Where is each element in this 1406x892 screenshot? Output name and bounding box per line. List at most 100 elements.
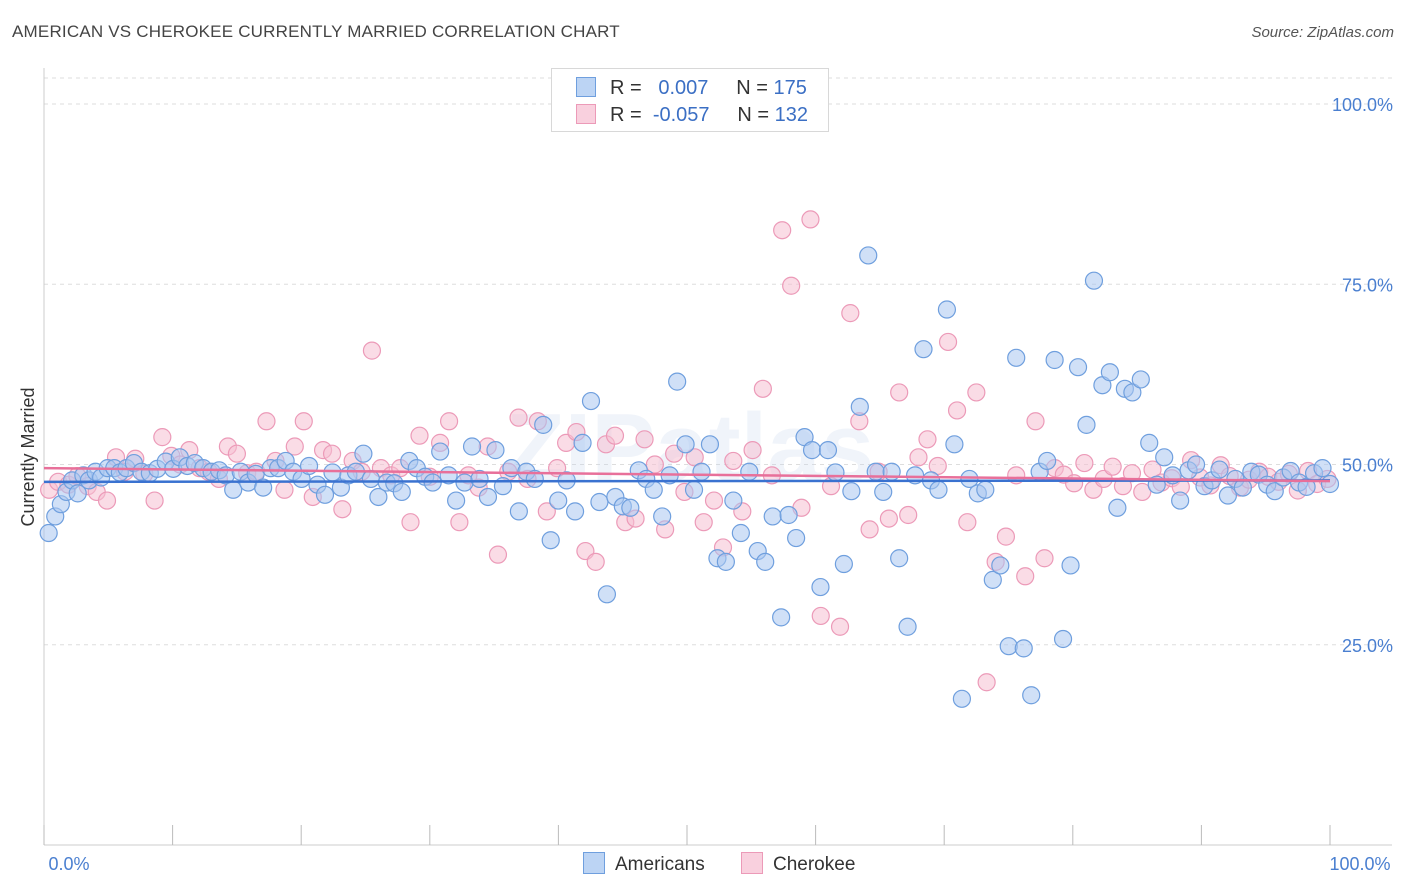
- americans-point: [1218, 486, 1238, 505]
- cherokee-point: [801, 210, 820, 229]
- bottom-legend-cherokee: Cherokee: [741, 852, 855, 876]
- x-tick-label: 0.0%: [48, 854, 89, 874]
- americans-point: [1014, 639, 1033, 658]
- americans-point: [1084, 271, 1104, 290]
- cherokee-point: [401, 513, 420, 532]
- cherokee-point: [153, 428, 172, 447]
- americans-point: [315, 485, 335, 504]
- americans-point: [787, 528, 806, 548]
- americans-legend-swatch: [583, 852, 605, 874]
- americans-point: [565, 502, 585, 521]
- americans-point: [581, 391, 601, 411]
- cherokee-point: [257, 412, 276, 431]
- cherokee-point: [488, 545, 508, 564]
- americans-point: [1320, 474, 1340, 494]
- americans-point: [361, 469, 380, 489]
- americans-point: [929, 480, 948, 499]
- cherokee-legend-swatch: [741, 852, 763, 874]
- americans-point: [323, 463, 342, 482]
- cherokee-point: [860, 520, 879, 539]
- cherokee-point: [938, 332, 958, 352]
- americans-point: [826, 463, 845, 482]
- americans-point: [676, 435, 695, 454]
- americans-point: [478, 487, 498, 507]
- cherokee-point: [294, 412, 313, 431]
- americans-point: [874, 482, 893, 502]
- y-tick-label: 75.0%: [1342, 275, 1393, 295]
- americans-point: [621, 498, 640, 517]
- americans-point: [1297, 477, 1316, 496]
- americans-point: [983, 570, 1002, 589]
- cherokee-point: [811, 606, 830, 626]
- americans-point: [976, 480, 995, 499]
- legend-n-value: 175: [773, 77, 807, 99]
- cherokee-point: [145, 491, 164, 510]
- americans-point: [1171, 491, 1190, 510]
- americans-point: [1061, 556, 1080, 575]
- americans-point: [541, 531, 560, 550]
- americans-point: [1155, 448, 1174, 467]
- source-label: Source: ZipAtlas.com: [1251, 24, 1394, 41]
- cherokee-point: [1103, 457, 1122, 476]
- americans-point: [692, 462, 711, 481]
- chart-title: AMERICAN VS CHEROKEE CURRENTLY MARRIED C…: [12, 22, 620, 41]
- legend-n-value: 132: [774, 104, 808, 126]
- americans-point: [763, 507, 782, 526]
- cherokee-point: [704, 491, 724, 510]
- cherokee-point: [322, 444, 342, 463]
- cherokee-point: [743, 441, 762, 460]
- cherokee-point: [909, 448, 928, 467]
- cherokee-point: [947, 401, 967, 420]
- americans-point: [392, 482, 411, 502]
- americans-point: [1265, 482, 1284, 501]
- cherokee-point: [537, 502, 556, 521]
- legend-n-label: N =: [736, 77, 768, 99]
- americans-point: [1068, 358, 1088, 377]
- cherokee-point: [782, 276, 801, 295]
- americans-point: [447, 491, 466, 510]
- americans-point: [890, 549, 909, 568]
- americans-point: [684, 480, 704, 499]
- americans-swatch: [576, 77, 596, 97]
- americans-point: [914, 340, 933, 359]
- cherokee-point: [586, 552, 605, 571]
- cherokee-point: [362, 341, 382, 360]
- cherokee-point: [645, 455, 664, 474]
- cherokee-point: [918, 430, 937, 449]
- cherokee-point: [227, 444, 246, 463]
- cherokee-point: [890, 383, 909, 402]
- y-tick-label: 50.0%: [1342, 456, 1393, 476]
- legend-n-label: N =: [737, 104, 770, 126]
- americans-point: [525, 469, 544, 489]
- cherokee-point: [753, 379, 772, 398]
- cherokee-point: [635, 430, 654, 449]
- americans-point: [818, 441, 838, 460]
- legend-row-cherokee: R = -0.057 N = 132: [576, 104, 808, 128]
- cherokee-point: [694, 513, 713, 532]
- cherokee-point: [773, 221, 792, 240]
- americans-point: [1131, 370, 1150, 389]
- x-tick-label: 100.0%: [1329, 854, 1390, 874]
- americans-point: [960, 469, 979, 489]
- americans-point: [842, 482, 861, 501]
- cherokee-point: [841, 304, 860, 323]
- americans-point: [945, 435, 964, 454]
- americans-point: [1022, 686, 1041, 705]
- americans-point: [756, 552, 775, 571]
- cherokee-point: [439, 412, 459, 431]
- cherokee-point: [1113, 477, 1133, 496]
- americans-point: [731, 523, 750, 543]
- cherokee-point: [899, 505, 918, 525]
- cherokee-point: [830, 617, 850, 636]
- cherokee-point: [724, 451, 743, 471]
- americans-point: [772, 608, 791, 627]
- cherokee-point: [450, 513, 469, 532]
- cherokee-point: [1026, 412, 1045, 431]
- americans-point: [1140, 433, 1159, 452]
- americans-point: [462, 437, 482, 456]
- americans-point: [254, 478, 273, 497]
- cherokee-point: [879, 509, 899, 528]
- legend-row-americans: R = 0.007 N = 175: [576, 77, 807, 101]
- americans-point: [486, 441, 505, 460]
